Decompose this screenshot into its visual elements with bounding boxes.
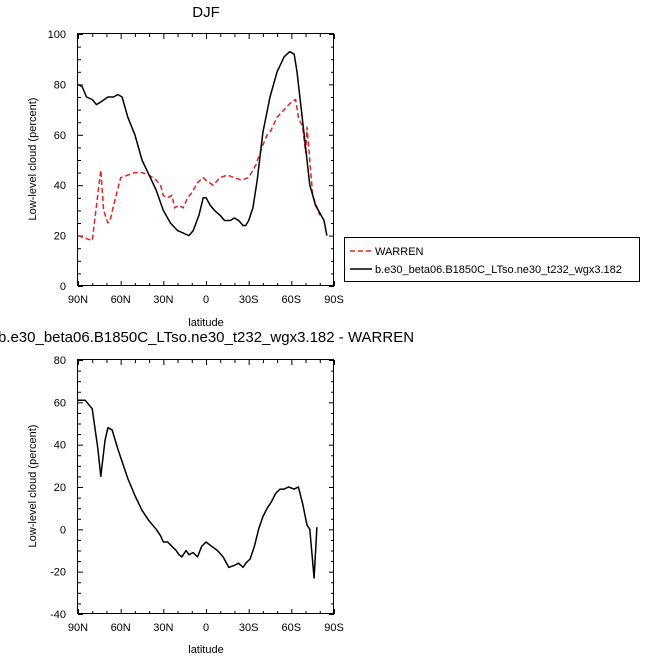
y-tick-label: -20 bbox=[50, 567, 66, 579]
x-tick-label: 90N bbox=[68, 622, 88, 634]
series-line-1 bbox=[77, 50, 328, 237]
legend-box bbox=[344, 237, 640, 282]
x-tick-label: 30N bbox=[153, 294, 173, 306]
x-tick-label: 30S bbox=[239, 294, 259, 306]
x-tick-label: 90S bbox=[324, 622, 344, 634]
y-tick-label: 80 bbox=[54, 79, 66, 91]
x-tick-label: 30N bbox=[153, 622, 173, 634]
x-tick-label: 60N bbox=[111, 622, 131, 634]
panel-bottom: b.e30_beta06.B1850C_LTso.ne30_t232_wgx3.… bbox=[0, 329, 414, 656]
panel-bottom-title: b.e30_beta06.B1850C_LTso.ne30_t232_wgx3.… bbox=[0, 329, 414, 346]
x-tick-label: 60N bbox=[111, 294, 131, 306]
y-tick-label: 40 bbox=[54, 180, 66, 192]
y-tick-label: 0 bbox=[60, 524, 66, 536]
panel-top-legend: WARREN b.e30_beta06.B1850C_LTso.ne30_t23… bbox=[344, 237, 640, 282]
y-tick-label: 20 bbox=[54, 231, 66, 243]
panel-top-title: DJF bbox=[192, 4, 220, 21]
panel-bottom-ticks: 90N 60N 30N 0 30S 60S 90S -40 -20 0 20 40 60 80 bbox=[50, 355, 344, 634]
series-line-0 bbox=[77, 98, 321, 242]
y-tick-label: 60 bbox=[54, 397, 66, 409]
panel-top-series bbox=[77, 50, 328, 242]
panel-bottom-series bbox=[78, 399, 318, 579]
x-tick-label: 90N bbox=[68, 294, 88, 306]
y-tick-label: 60 bbox=[54, 130, 66, 142]
x-tick-label: 0 bbox=[203, 294, 209, 306]
y-tick-label: 40 bbox=[54, 440, 66, 452]
y-tick-label: -40 bbox=[50, 609, 66, 621]
x-tick-label: 0 bbox=[203, 622, 209, 634]
legend-label-warren: WARREN bbox=[375, 246, 424, 258]
x-tick-label: 90S bbox=[324, 294, 344, 306]
y-tick-label: 0 bbox=[60, 281, 66, 293]
panel-bottom-xlabel: latitude bbox=[188, 644, 223, 656]
x-tick-label: 60S bbox=[282, 622, 302, 634]
x-tick-label: 30S bbox=[239, 622, 259, 634]
panel-top: DJF 90N 60N 30N 0 30S 60S 90S 0 20 40 60 80 100 Low-… bbox=[27, 4, 640, 329]
panel-bottom-ylabel: Low-level cloud (percent) bbox=[27, 425, 39, 548]
panel-top-plot-area bbox=[77, 33, 334, 286]
y-tick-label: 100 bbox=[48, 29, 66, 41]
x-tick-label: 60S bbox=[282, 294, 302, 306]
series-line-0 bbox=[78, 399, 318, 579]
y-tick-label: 20 bbox=[54, 482, 66, 494]
panel-top-xlabel: latitude bbox=[188, 317, 223, 329]
panel-bottom-plot-area bbox=[77, 359, 334, 614]
panel-top-ticks: 90N 60N 30N 0 30S 60S 90S 0 20 40 60 80 100 bbox=[48, 29, 344, 306]
y-tick-label: 80 bbox=[54, 355, 66, 367]
legend-label-model: b.e30_beta06.B1850C_LTso.ne30_t232_wgx3.… bbox=[375, 264, 622, 276]
panel-top-ylabel: Low-level cloud (percent) bbox=[27, 98, 39, 221]
